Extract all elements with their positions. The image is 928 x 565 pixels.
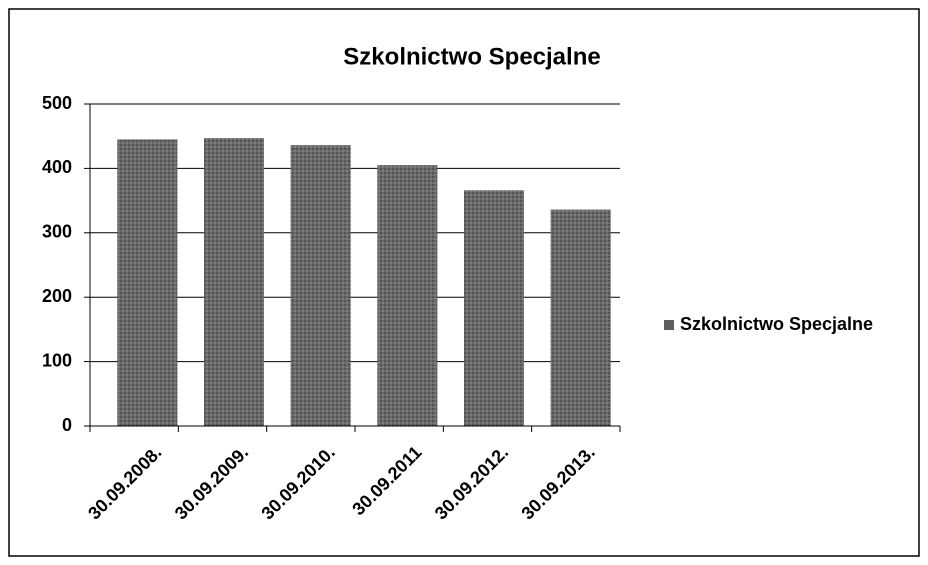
y-tick-label: 200 <box>42 286 72 306</box>
bar-texture <box>117 139 178 427</box>
legend-label: Szkolnictwo Specjalne <box>680 314 873 334</box>
y-tick-label: 500 <box>42 93 72 113</box>
y-tick-label: 100 <box>42 350 72 370</box>
legend-swatch <box>664 320 674 330</box>
bar-texture <box>550 209 611 426</box>
bar-texture <box>204 138 264 426</box>
y-tick-label: 400 <box>42 157 72 177</box>
bar-texture <box>377 165 438 426</box>
y-tick-label: 0 <box>62 415 72 435</box>
chart-title: Szkolnictwo Specjalne <box>343 43 600 70</box>
bar-texture <box>290 145 351 426</box>
bar-texture <box>464 190 524 426</box>
y-tick-label: 300 <box>42 222 72 242</box>
